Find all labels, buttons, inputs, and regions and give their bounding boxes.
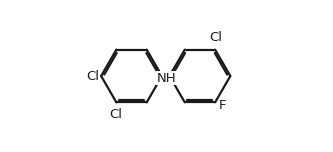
Text: Cl: Cl — [86, 69, 99, 83]
Text: Cl: Cl — [209, 31, 222, 44]
Text: Cl: Cl — [109, 108, 122, 121]
Text: F: F — [219, 98, 226, 112]
Text: NH: NH — [157, 72, 176, 85]
